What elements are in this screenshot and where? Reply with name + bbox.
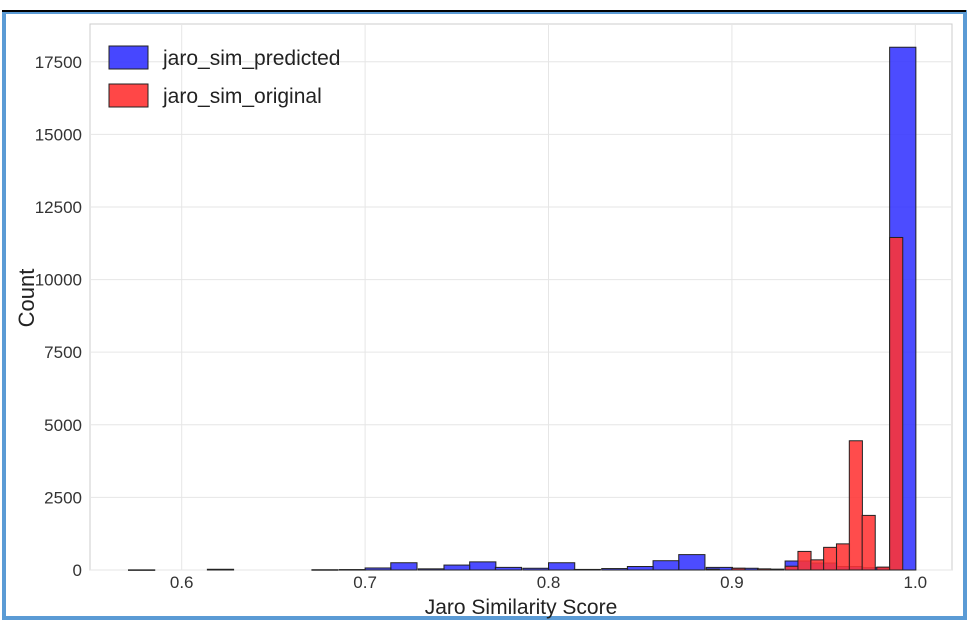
bar-predicted	[390, 562, 418, 571]
bar-predicted	[678, 554, 706, 571]
bar-predicted	[494, 566, 523, 571]
bar-original	[889, 236, 904, 571]
bar-predicted	[443, 564, 471, 571]
bar-predicted	[652, 560, 680, 571]
bar-predicted	[522, 567, 550, 571]
bar-original	[861, 514, 876, 571]
bar-original	[810, 559, 825, 571]
x-axis-label: Jaro Similarity Score	[425, 596, 618, 619]
bar-predicted	[206, 568, 235, 571]
legend-label-predicted: jaro_sim_predicted	[162, 47, 340, 70]
bar-predicted	[364, 567, 392, 571]
bar-predicted	[311, 569, 339, 571]
bar-predicted	[338, 569, 367, 571]
x-tick-label: 0.8	[537, 573, 561, 592]
x-tick-label: 0.7	[353, 573, 377, 592]
x-tick-label: 0.9	[720, 573, 744, 592]
y-tick-label: 2500	[44, 488, 82, 507]
bar-original	[823, 546, 838, 571]
bar-original	[876, 566, 891, 571]
bar-original	[848, 440, 863, 571]
bar-original	[705, 568, 720, 571]
y-tick-label: 17500	[35, 53, 82, 72]
x-tick-label: 1.0	[903, 573, 927, 592]
bar-original	[797, 550, 812, 571]
bar-predicted	[548, 562, 576, 571]
legend: jaro_sim_predicted jaro_sim_original	[108, 45, 340, 108]
y-axis-label: Count	[14, 269, 39, 328]
bar-original	[731, 567, 746, 571]
bar-original	[757, 568, 772, 571]
y-tick-label: 5000	[44, 416, 82, 435]
bar-predicted	[626, 566, 655, 571]
bar-original	[835, 543, 851, 571]
bar-predicted	[128, 569, 156, 571]
y-tick-label: 12500	[35, 198, 82, 217]
bar-predicted	[601, 568, 629, 571]
series-original-bars	[705, 236, 904, 571]
y-tick-label: 10000	[35, 271, 82, 290]
y-tick-label: 15000	[35, 125, 82, 144]
legend-swatch-predicted	[108, 45, 149, 70]
y-tick-labels: 0 2500 5000 7500 10000 12500 15000 17500	[35, 53, 82, 580]
bar-predicted	[417, 568, 446, 571]
bar-original	[784, 565, 799, 571]
bar-predicted	[469, 561, 497, 571]
legend-swatch-original	[108, 83, 149, 108]
legend-label-original: jaro_sim_original	[162, 85, 322, 108]
plot-area	[89, 23, 953, 571]
x-tick-labels: 0.6 0.7 0.8 0.9 1.0	[170, 573, 927, 592]
x-tick-label: 0.6	[170, 573, 194, 592]
y-tick-label: 7500	[44, 343, 82, 362]
y-tick-label: 0	[73, 561, 82, 580]
bar-predicted	[573, 568, 601, 571]
